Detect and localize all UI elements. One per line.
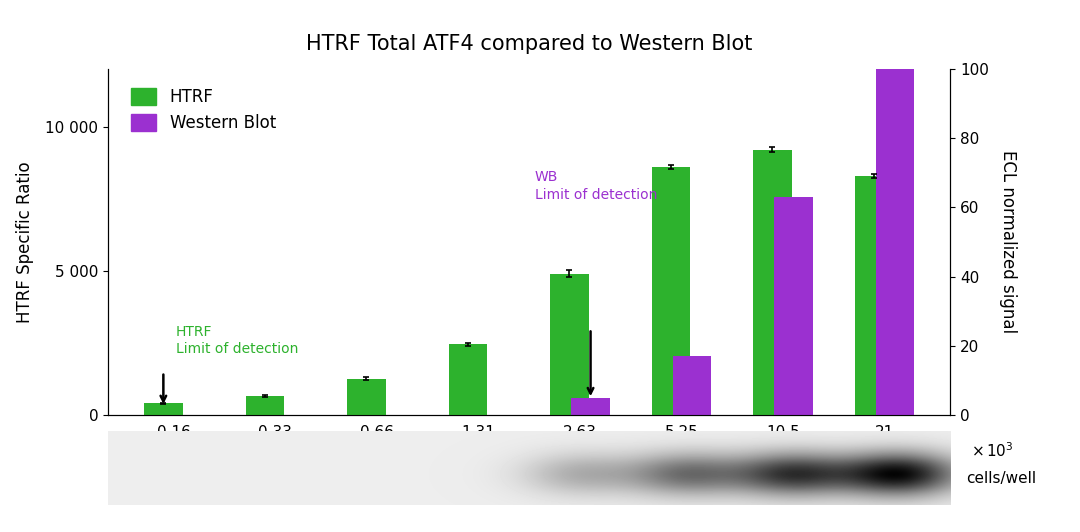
Text: WB
Limit of detection: WB Limit of detection	[535, 170, 657, 202]
Text: HTRF
Limit of detection: HTRF Limit of detection	[176, 325, 298, 356]
Bar	[550, 274, 589, 415]
Bar	[854, 176, 893, 415]
Bar	[347, 379, 386, 415]
Y-axis label: ECL normalized signal: ECL normalized signal	[999, 151, 1016, 334]
Bar	[144, 403, 183, 415]
Bar	[753, 150, 792, 415]
Legend: HTRF, Western Blot: HTRF, Western Blot	[125, 81, 283, 139]
Bar	[448, 344, 487, 415]
Bar	[876, 69, 915, 415]
Bar	[571, 398, 610, 415]
Text: $\times\,10^3$: $\times\,10^3$	[971, 441, 1013, 460]
Title: HTRF Total ATF4 compared to Western Blot: HTRF Total ATF4 compared to Western Blot	[306, 34, 753, 54]
Bar	[245, 396, 284, 415]
Bar	[651, 167, 690, 415]
Y-axis label: HTRF Specific Ratio: HTRF Specific Ratio	[16, 161, 35, 323]
Bar	[673, 356, 712, 415]
Text: cells/well: cells/well	[967, 471, 1037, 486]
Bar	[774, 197, 813, 415]
